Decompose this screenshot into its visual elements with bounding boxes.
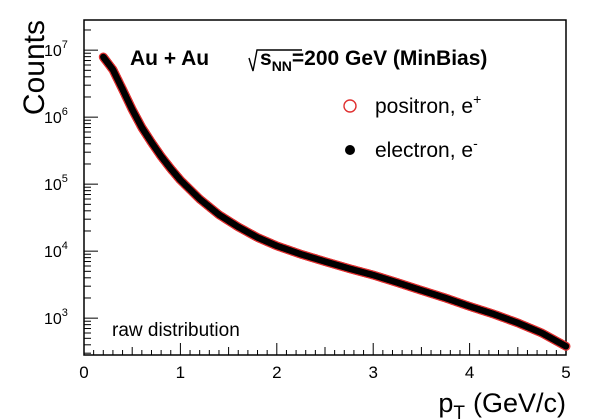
legend-positron-marker [343, 99, 357, 113]
legend-electron-label: electron, e- [375, 135, 478, 162]
x-tick-label: 4 [465, 363, 474, 382]
legend-electron-text: electron, e [375, 139, 473, 162]
legend: positron, e+ electron, e- [343, 91, 481, 162]
x-axis-label-main: p [438, 388, 453, 418]
y-tick-labels: 103 104 105 106 107 [44, 39, 68, 328]
annotation-system: Au + Au [130, 47, 209, 70]
x-tick-labels: 0 1 2 3 4 5 [79, 363, 570, 382]
y-axis-label: Counts [18, 20, 51, 115]
y-tick-label: 104 [44, 240, 68, 261]
x-tick-label: 1 [176, 363, 185, 382]
legend-positron-sup: + [473, 91, 481, 107]
x-axis-label: pT (GeV/c) [438, 388, 566, 420]
annotation-raw-distribution: raw distribution [112, 320, 240, 341]
x-tick-label: 0 [79, 363, 88, 382]
y-tick-label: 107 [44, 39, 68, 60]
annotation-sqrt-sub: NN [272, 58, 292, 74]
legend-electron-sup: - [473, 135, 478, 151]
x-tick-label: 2 [272, 363, 281, 382]
sqrt-symbol-icon [248, 49, 302, 72]
plot-frame [83, 19, 567, 356]
y-tick-label: 103 [44, 307, 68, 328]
x-tick-label: 5 [561, 363, 570, 382]
legend-electron-marker [345, 145, 355, 155]
positron-series [98, 52, 571, 351]
y-tick-label: 106 [44, 106, 68, 127]
annotation-sqrt-s: s [260, 47, 272, 70]
legend-positron-text: positron, e [375, 95, 473, 118]
axis-ticks [83, 29, 567, 355]
electron-series [100, 53, 570, 350]
x-tick-label: 3 [368, 363, 377, 382]
x-axis-label-units: (GeV/c) [473, 388, 566, 418]
y-tick-label: 105 [44, 173, 68, 194]
annotation-energy-value: =200 GeV (MinBias) [292, 47, 488, 70]
annotation-energy: sNN=200 GeV (MinBias) [260, 47, 487, 74]
x-axis-label-sub: T [453, 403, 465, 420]
electron-point [562, 343, 570, 350]
legend-positron-label: positron, e+ [375, 91, 481, 118]
